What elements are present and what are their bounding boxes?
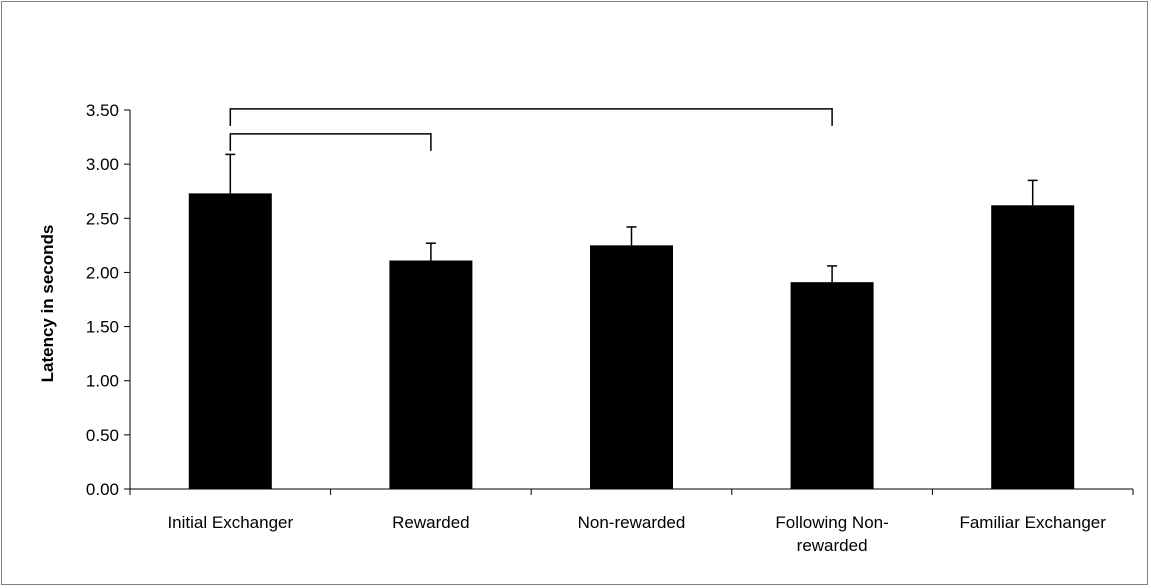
significance-bracket (229, 133, 432, 151)
y-tick-label: 2.00 (86, 263, 119, 282)
y-tick-label: 2.50 (86, 209, 119, 228)
bar (790, 282, 874, 489)
x-category-label: rewarded (797, 536, 868, 555)
y-tick-label: 1.00 (86, 372, 119, 391)
category-labels: Initial Exchanger Rewarded Non-rewarded Fol… (167, 513, 1106, 555)
significance-brackets (229, 108, 833, 151)
x-category-label: Rewarded (392, 513, 470, 532)
x-category-label: Following Non- (775, 513, 888, 532)
x-category-label: Non-rewarded (578, 513, 686, 532)
axes: 0.00 0.50 1.00 1.50 2.00 2.50 3.00 3.50 (86, 101, 1134, 499)
y-tick-label: 1.50 (86, 318, 119, 337)
significance-bracket (229, 108, 833, 126)
bar (590, 245, 673, 489)
bar (991, 205, 1075, 489)
y-axis-title: Latency in seconds (38, 225, 57, 383)
y-tick-label: 0.50 (86, 426, 119, 445)
y-tick-label: 3.50 (86, 101, 119, 120)
bar (389, 260, 473, 489)
y-tick-label: 3.00 (86, 155, 119, 174)
x-category-label: Initial Exchanger (167, 513, 293, 532)
bar (188, 193, 272, 489)
x-category-label: Familiar Exchanger (959, 513, 1106, 532)
bars (188, 193, 1075, 489)
y-tick-label: 0.00 (86, 480, 119, 499)
error-bars (225, 153, 1038, 283)
